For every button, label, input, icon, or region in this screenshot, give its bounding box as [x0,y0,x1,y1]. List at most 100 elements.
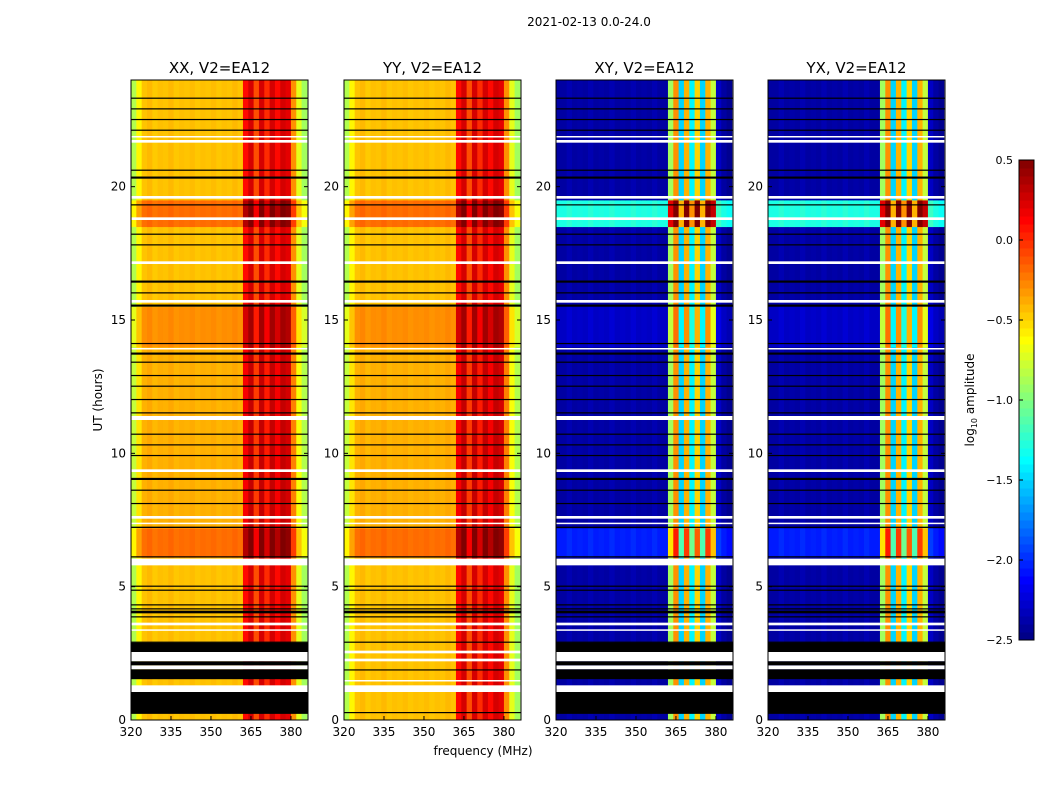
heatmap-cell [216,226,223,308]
flagged-row-black [556,661,733,666]
heatmap-cell [503,346,510,529]
heatmap-cell [783,346,790,529]
heatmap-cell [290,528,297,558]
heatmap-cell [344,346,350,529]
heatmap-cell [434,200,441,228]
heatmap-cell [434,306,441,348]
heatmap-cell [938,557,945,721]
flagged-row-black [768,292,945,294]
heatmap-cell [498,306,505,348]
heatmap-cell [381,226,388,308]
x-tick-label: 350 [837,725,860,739]
heatmap-cell [853,306,860,348]
heatmap-cell [354,226,361,308]
heatmap-cell [216,200,223,228]
heatmap-cell [566,346,573,529]
x-axis-label: frequency (MHz) [433,744,532,758]
heatmap-cell [418,557,425,721]
heatmap-cell [715,200,722,228]
flagged-row-white [131,558,308,566]
flagged-row-black [131,304,308,307]
heatmap-cell [726,528,733,558]
heatmap-cell [349,306,356,348]
heatmap-cell [264,226,271,308]
x-tick-label: 335 [797,725,820,739]
heatmap-cell [699,306,706,348]
heatmap-cell [603,346,610,529]
heatmap-cell [173,306,180,348]
heatmap-cell [879,557,886,721]
heatmap-cell [162,346,169,529]
heatmap-cell [869,557,876,721]
heatmap-cell [269,226,276,308]
heatmap-cell [705,557,712,721]
colorbar-segment [1019,168,1034,177]
heatmap-cell [667,528,674,558]
heatmap-cell [863,306,870,348]
heatmap-cell [853,528,860,558]
heatmap-cell [146,346,153,529]
colorbar-segment [1019,248,1034,257]
heatmap-cell [619,346,626,529]
heatmap-cell [141,528,148,558]
flagged-row-black [768,556,945,558]
colorbar-segment [1019,240,1034,249]
heatmap-cell [625,306,632,348]
heatmap-cell [842,346,849,529]
flagged-row-black [556,118,733,121]
heatmap-cell [253,346,260,529]
heatmap-cell [651,528,658,558]
heatmap-cell [216,306,223,348]
heatmap-cell [662,346,669,529]
heatmap-cell [226,557,233,721]
heatmap-cell [917,226,924,308]
heatmap-cell [927,346,934,529]
colorbar-segment [1019,624,1034,633]
colorbar-segment [1019,448,1034,457]
heatmap-cell [673,346,680,529]
heatmap-cell [901,346,908,529]
heatmap-cell [783,200,790,228]
heatmap-cell [173,346,180,529]
heatmap-cell [609,200,616,228]
heatmap-cell [477,557,484,721]
heatmap-cell [466,200,473,228]
heatmap-cell [375,557,382,721]
colorbar-label-sub: 10 [970,418,979,428]
panel-title: XY, V2=EA12 [594,59,694,77]
heatmap-cell [710,528,717,558]
colorbar-segment [1019,520,1034,529]
heatmap-cell [210,200,217,228]
colorbar-segment [1019,320,1034,329]
heatmap-cell [938,528,945,558]
heatmap-cell [391,528,398,558]
heatmap-cell [858,306,865,348]
heatmap-cell [810,226,817,308]
heatmap-cell [370,200,377,228]
heatmap-cell [577,226,584,308]
heatmap-cell [226,226,233,308]
heatmap-cell [423,528,430,558]
heatmap-cell [556,528,562,558]
x-tick-label: 335 [160,725,183,739]
flagged-row-white [556,516,733,519]
heatmap-cell [461,557,468,721]
flagged-row-black [768,280,945,283]
heatmap-cell [455,557,462,721]
heatmap-cell [927,306,934,348]
heatmap-cell [178,528,185,558]
flagged-row-black [131,118,308,121]
heatmap-cell [498,346,505,529]
heatmap-cell [493,306,500,348]
heatmap-cell [651,306,658,348]
flagged-row-black [768,108,945,110]
heatmap-cell [178,557,185,721]
heatmap-cell [477,226,484,308]
heatmap-cell [938,346,945,529]
heatmap-cell [232,557,239,721]
heatmap-cell [381,528,388,558]
heatmap-cell [168,226,175,308]
heatmap-cell [439,528,446,558]
flagged-row-white [768,685,945,692]
